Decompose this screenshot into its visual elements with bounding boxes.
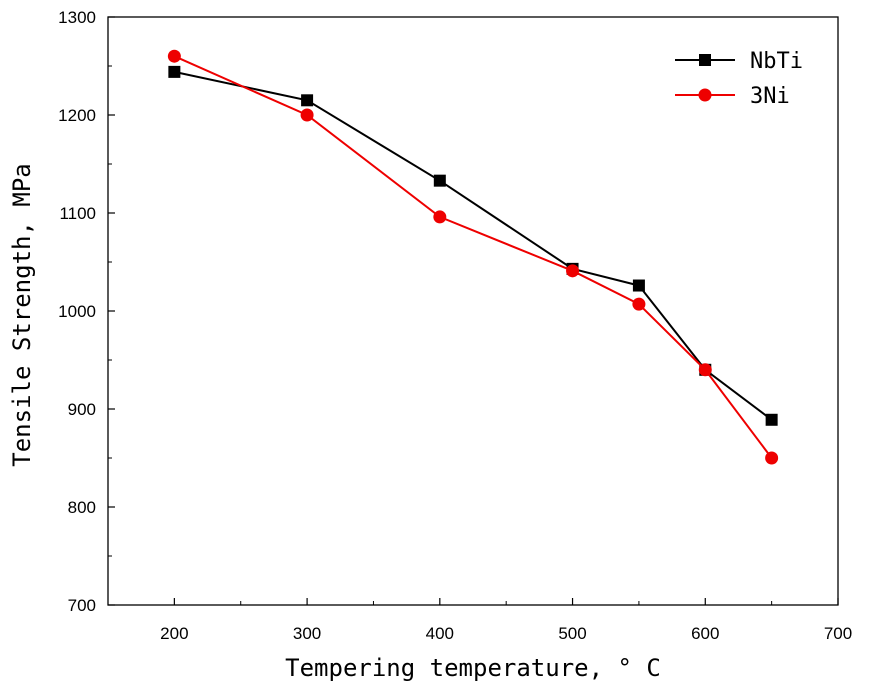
- y-axis-title: Tensile Strength, MPa: [8, 163, 36, 466]
- x-axis-ticks: 200 300 400 500 600 700: [160, 598, 852, 643]
- data-point-circle: [167, 49, 181, 63]
- data-point-square: [765, 413, 778, 426]
- x-tick-label: 500: [558, 624, 586, 643]
- x-tick-label: 700: [824, 624, 852, 643]
- x-axis-title: Tempering temperature, ° C: [285, 654, 661, 682]
- y-tick-label: 1100: [59, 204, 96, 223]
- x-axis-minor-ticks: [240, 601, 773, 605]
- x-tick-label: 300: [293, 624, 321, 643]
- legend-label: 3Ni: [750, 84, 790, 109]
- series-nbti: [168, 65, 778, 426]
- y-tick-label: 700: [68, 596, 96, 615]
- legend-marker: [699, 54, 711, 66]
- legend-label: NbTi: [750, 49, 803, 74]
- series-3ni: [167, 49, 779, 465]
- data-point-square: [632, 279, 645, 292]
- series-line: [174, 70, 773, 421]
- data-point-circle: [765, 451, 779, 465]
- x-tick-label: 600: [691, 624, 719, 643]
- legend-item: 3Ni: [675, 84, 790, 109]
- y-tick-label: 800: [68, 498, 96, 517]
- data-point-circle: [433, 210, 447, 224]
- x-tick-label: 400: [426, 624, 454, 643]
- data-point-square: [433, 174, 446, 187]
- y-tick-label: 1300: [58, 8, 96, 27]
- legend-marker: [698, 88, 712, 102]
- y-tick-label: 1000: [58, 302, 96, 321]
- data-point-circle: [300, 108, 314, 122]
- x-tick-label: 200: [160, 624, 188, 643]
- data-point-circle: [698, 363, 712, 377]
- series-line: [173, 55, 773, 459]
- data-point-circle: [632, 297, 646, 311]
- legend: NbTi 3Ni: [675, 49, 803, 109]
- y-tick-label: 900: [68, 400, 96, 419]
- legend-item: NbTi: [675, 49, 803, 74]
- y-tick-label: 1200: [58, 106, 96, 125]
- y-axis-ticks: 700 800 900 1000 1100 1200 1300: [58, 8, 115, 615]
- series-layer: [167, 49, 779, 465]
- y-axis-minor-ticks: [108, 65, 112, 557]
- data-point-circle: [566, 264, 580, 278]
- plot-frame: [107, 16, 839, 606]
- data-point-square: [301, 94, 314, 107]
- data-point-square: [168, 65, 181, 78]
